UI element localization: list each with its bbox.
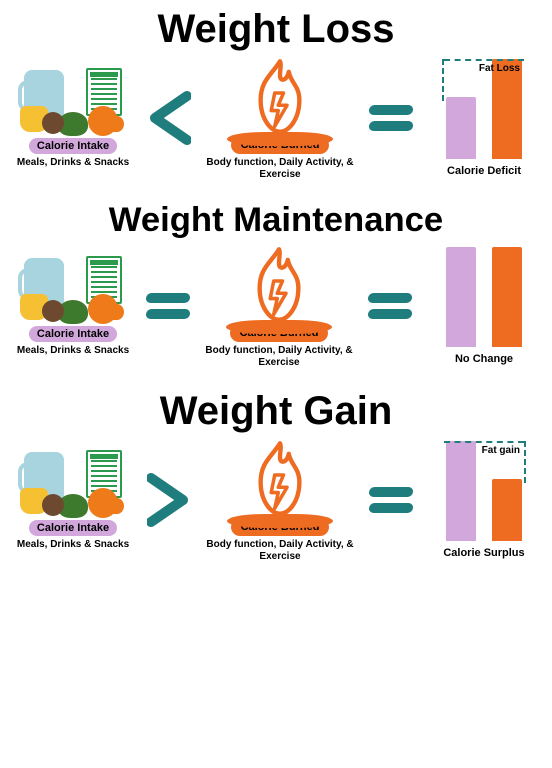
equals-bar — [367, 293, 412, 303]
equation-row: Calorie IntakeMeals, Drinks & SnacksCalo… — [0, 56, 552, 180]
calorie-burned-block: Calorie BurnedBody function, Daily Activ… — [205, 56, 355, 180]
left-bar — [446, 97, 476, 159]
chart-caption: No Change — [455, 353, 513, 366]
equals-bar — [368, 503, 413, 513]
section-maintain: Weight Maintenance Calorie Intake Meals, D… — [0, 180, 552, 368]
equals-bar — [145, 309, 190, 319]
equation-row: Calorie IntakeMeals, Drinks & SnacksCalo… — [0, 438, 552, 562]
equals-operator — [369, 487, 413, 513]
annotation-dash-top — [444, 59, 524, 61]
nut-icon — [42, 112, 64, 134]
chart-caption: Calorie Surplus — [443, 547, 524, 560]
intake-sublabel: Meals, Drinks & Snacks — [17, 157, 129, 169]
result-chart: No Change — [426, 247, 542, 366]
calorie-intake-block: Calorie Intake Meals, Drinks & Snacks — [14, 450, 132, 551]
flame-base — [226, 320, 332, 334]
burn-sublabel: Body function, Daily Activity, & Exercis… — [205, 157, 355, 180]
annotation-dash-side — [524, 441, 526, 483]
annotation-dash-top — [444, 441, 524, 443]
section-title: Weight Gain — [160, 390, 393, 432]
equals-operator — [368, 293, 412, 319]
food-graphic — [18, 256, 128, 326]
less_than-operator — [146, 90, 192, 146]
food-graphic — [18, 450, 128, 520]
orange-fruit-icon — [88, 106, 118, 136]
flame-icon — [234, 244, 324, 332]
calorie-burned-block: Calorie BurnedBody function, Daily Activ… — [204, 244, 354, 368]
chart-caption: Calorie Deficit — [447, 165, 521, 178]
calorie-intake-block: Calorie Intake Meals, Drinks & Snacks — [14, 68, 132, 169]
orange-fruit-icon — [88, 294, 118, 324]
burn-sublabel: Body function, Daily Activity, & Exercis… — [204, 345, 354, 368]
result-chart: Fat gain Calorie Surplus — [426, 441, 542, 560]
greater_than-operator — [146, 472, 192, 528]
intake-pill: Calorie Intake — [29, 520, 117, 536]
bar-chart: Fat Loss — [434, 59, 534, 159]
equals-bar — [368, 121, 413, 131]
bar-chart: Fat gain — [434, 441, 534, 541]
intake-pill: Calorie Intake — [29, 138, 117, 154]
intake-sublabel: Meals, Drinks & Snacks — [17, 539, 129, 551]
annotation-label: Fat Loss — [452, 63, 520, 74]
equation-row: Calorie IntakeMeals, Drinks & SnacksCalo… — [0, 244, 552, 368]
flame-icon — [235, 56, 325, 144]
calorie-intake-block: Calorie Intake Meals, Drinks & Snacks — [14, 256, 132, 357]
intake-pill: Calorie Intake — [29, 326, 117, 342]
equals-operator — [369, 105, 413, 131]
intake-sublabel: Meals, Drinks & Snacks — [17, 345, 129, 357]
food-graphic — [18, 68, 128, 138]
flame-base — [227, 132, 333, 146]
result-chart: Fat Loss Calorie Deficit — [426, 59, 542, 178]
nut-icon — [42, 300, 64, 322]
section-title: Weight Maintenance — [109, 202, 443, 238]
equals-bar — [145, 293, 190, 303]
equals-bar — [367, 309, 412, 319]
right-bar — [492, 59, 522, 159]
annotation-label: Fat gain — [452, 445, 520, 456]
burn-sublabel: Body function, Daily Activity, & Exercis… — [205, 539, 355, 562]
equals-operator — [146, 293, 190, 319]
section-title: Weight Loss — [157, 8, 394, 50]
section-gain: Weight Gain Calorie Intake Meals, Drinks &… — [0, 368, 552, 562]
left-bar — [446, 247, 476, 347]
flame-base — [227, 514, 333, 528]
calorie-burned-block: Calorie BurnedBody function, Daily Activ… — [205, 438, 355, 562]
equals-bar — [368, 487, 413, 497]
orange-fruit-icon — [88, 488, 118, 518]
bar-chart — [434, 247, 534, 347]
left-bar — [446, 441, 476, 541]
flame-icon — [235, 438, 325, 526]
section-loss: Weight Loss Calorie Intake Meals, Drinks &… — [0, 0, 552, 180]
equals-bar — [368, 105, 413, 115]
annotation-dash-side — [442, 59, 444, 101]
nut-icon — [42, 494, 64, 516]
right-bar — [492, 479, 522, 541]
right-bar — [492, 247, 522, 347]
